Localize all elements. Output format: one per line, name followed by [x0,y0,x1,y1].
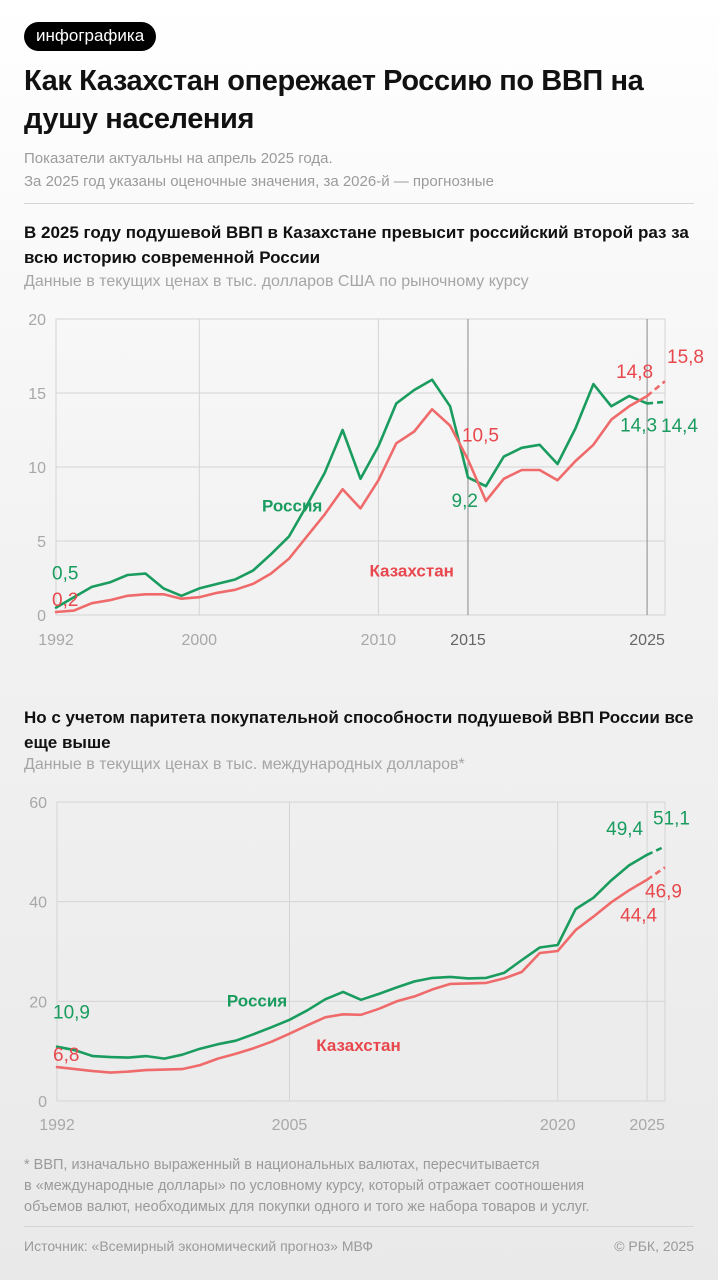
series-forecast-line-kazakhstan [646,866,666,881]
chart1-subtitle: Данные в текущих ценах в тыс. долларов С… [24,273,529,290]
x-tick-label: 2010 [361,632,397,649]
value-label: 0,5 [52,564,78,585]
series-line-kazakhstan [55,878,649,1074]
value-label: 46,9 [645,881,682,902]
value-label: 51,1 [653,808,690,829]
x-tick-label: 1992 [39,1117,75,1134]
y-tick-label: 5 [37,534,46,551]
value-label: 6,8 [53,1045,79,1066]
series-forecast-line-russia [646,400,666,405]
source-text: Источник: «Всемирный экономический прогн… [24,1238,373,1254]
series-line-russia [54,378,649,609]
footnote-line: объемов валют, необходимых для покупки о… [24,1199,590,1215]
chart2-subtitle: Данные в текущих ценах в тыс. международ… [24,756,465,773]
value-label: 14,8 [616,362,653,383]
copyright-text: © РБК, 2025 [614,1238,694,1254]
series-label-russia: Россия [262,496,322,515]
y-tick-label: 20 [28,312,46,329]
x-tick-label: 2025 [629,1117,665,1134]
chart2-plot: 0 20 40 60 1992 2005 2020 2025 Россия Казахстан 10… [29,795,690,1134]
value-label: 49,4 [606,819,643,840]
y-tick-label: 15 [28,386,46,403]
series-forecast-line-russia [646,845,666,856]
series-label-kazakhstan: Казахстан [369,562,453,581]
y-tick-label: 0 [38,1094,47,1111]
subtitle-line: Показатели актуальны на апрель 2025 года… [24,150,333,167]
value-label: 15,8 [667,347,704,368]
value-label: 0,2 [52,590,78,611]
series-forecast-line-kazakhstan [646,380,666,398]
x-tick-label: 2000 [181,632,217,649]
series-line-kazakhstan [54,394,649,614]
page-subtitle: Показатели актуальны на апрель 2025 года… [24,147,704,193]
y-tick-label: 60 [29,795,47,812]
series-line-russia [55,853,649,1060]
divider [24,203,694,204]
y-tick-label: 0 [37,608,46,625]
x-tick-label: 1992 [38,632,74,649]
series-label-russia: Россия [227,991,287,1010]
page-title: Как Казахстан опережает Россию по ВВП на… [24,65,644,135]
y-tick-label: 10 [28,460,46,477]
value-label: 10,5 [462,426,499,447]
subtitle-line: За 2025 год указаны оценочные значения, … [24,173,494,190]
chart1-plot: 0 5 10 15 20 1992 2000 2010 2015 2025 Россия Казахс… [28,312,704,649]
value-label: 44,4 [620,906,657,927]
x-tick-label: 2020 [540,1117,576,1134]
series-label-kazakhstan: Казахстан [316,1036,400,1055]
footnote-line: * ВВП, изначально выраженный в националь… [24,1157,540,1173]
value-label: 9,2 [452,491,478,512]
x-tick-label: 2025 [629,632,665,649]
x-tick-label: 2005 [272,1117,308,1134]
value-label: 14,4 [661,416,698,437]
value-label: 10,9 [53,1003,90,1024]
x-tick-label: 2015 [450,632,486,649]
chart1-title: В 2025 году подушевой ВВП в Казахстане п… [24,223,689,267]
chart2-title: Но с учетом паритета покупательной спосо… [24,708,694,752]
category-badge: инфографика [24,22,157,51]
footnote: * ВВП, изначально выраженный в националь… [24,1155,704,1218]
y-tick-label: 20 [29,994,47,1011]
y-tick-label: 40 [29,895,47,912]
value-label: 14,3 [620,415,657,436]
divider [24,1226,694,1227]
footnote-line: в «международные доллары» по условному к… [24,1178,585,1194]
